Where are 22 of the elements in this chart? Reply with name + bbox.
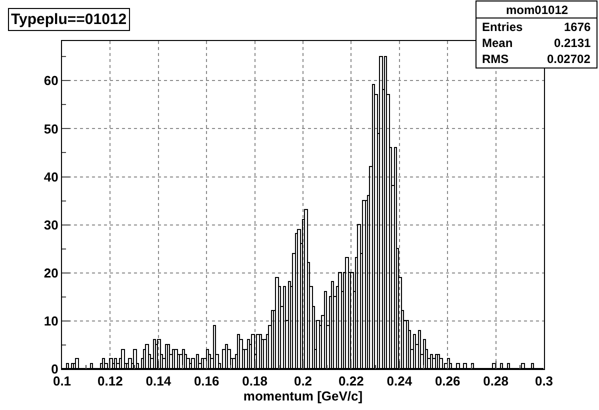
text: mom01012 xyxy=(506,3,568,17)
x-tick-label: 0.24 xyxy=(386,374,413,389)
x-tick-label: 0.16 xyxy=(194,374,220,389)
text: Entries 1676 xyxy=(482,20,591,34)
y-tick-label: 10 xyxy=(44,313,58,328)
x-tick-label: 0.28 xyxy=(483,374,508,389)
x-tick-label: 0.12 xyxy=(98,374,123,389)
y-tick-label: 30 xyxy=(44,217,58,232)
x-tick-label: 0.26 xyxy=(434,374,460,389)
y-tick-label: 40 xyxy=(44,169,58,184)
x-tick-label: 0.18 xyxy=(242,374,268,389)
y-tick-label: 50 xyxy=(44,121,58,136)
x-tick-label: 0.3 xyxy=(534,374,554,389)
x-axis-title: momentum [GeV/c] xyxy=(243,388,363,404)
x-tick-label: 0.2 xyxy=(294,374,312,389)
text: Mean 0.2131 xyxy=(482,36,591,50)
chart-title: Typeplu==01012 xyxy=(11,11,127,28)
y-tick-label: 60 xyxy=(44,73,58,88)
x-tick-label: 0.14 xyxy=(146,374,172,389)
text: RMS 0.02702 xyxy=(482,52,590,66)
y-tick-label: 20 xyxy=(44,265,58,280)
x-tick-label: 0.22 xyxy=(338,374,364,389)
